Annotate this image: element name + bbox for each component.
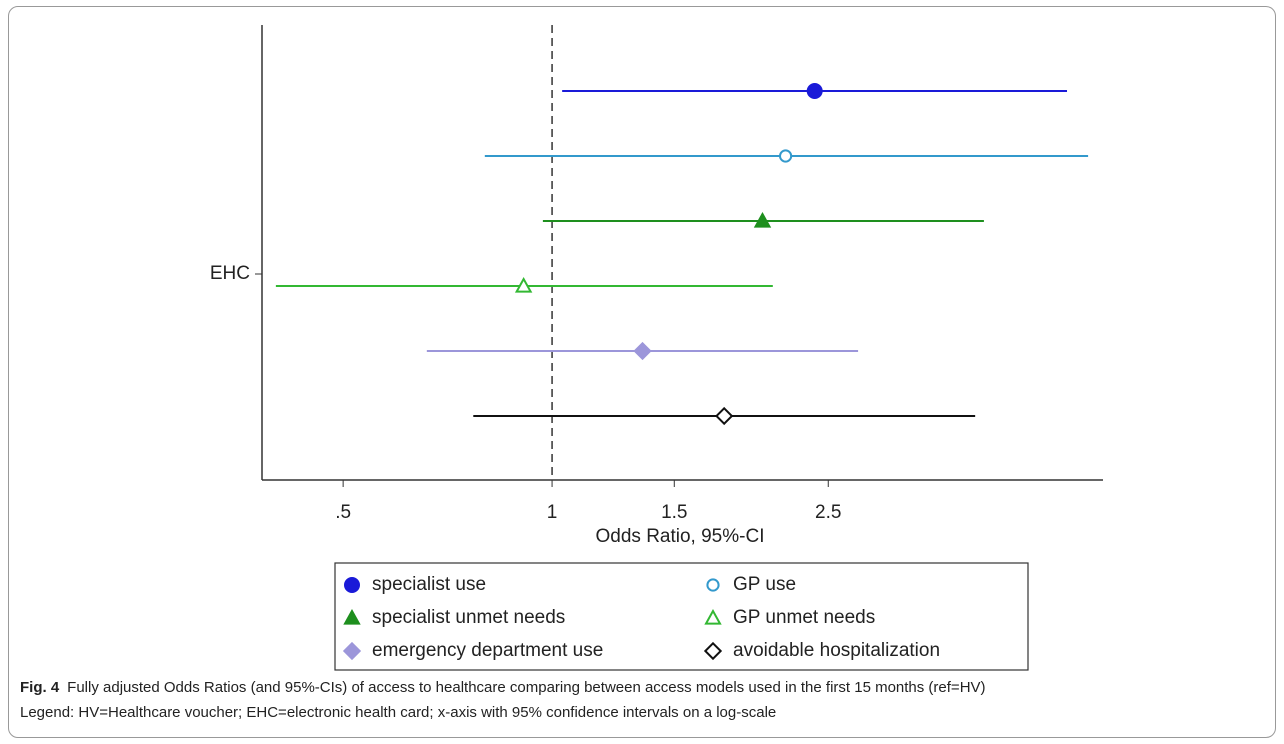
chart: Odds Ratio, 95%-CI .5 1 1.5 2.5 EHC specialis…	[210, 25, 1103, 671]
caption-text: Fully adjusted Odds Ratios (and 95%-CIs)…	[67, 679, 986, 696]
legend-marker	[344, 577, 360, 593]
point	[753, 211, 772, 228]
point	[806, 83, 823, 99]
x-tick-label: 2.5	[815, 502, 841, 523]
legend-marker	[704, 608, 722, 625]
y-tick-label: EHC	[210, 263, 250, 284]
x-axis-label: Odds Ratio, 95%-CI	[596, 526, 765, 547]
legend-label: specialist use	[372, 574, 486, 595]
legend-box	[334, 562, 1029, 671]
caption-note: Legend: HV=Healthcare voucher; EHC=elect…	[20, 704, 777, 721]
point	[514, 276, 533, 293]
point	[633, 341, 652, 361]
x-tick-label: 1.5	[661, 502, 687, 523]
x-tick-label: .5	[335, 502, 351, 523]
x-tick-label: 1	[547, 502, 558, 523]
legend-marker	[703, 641, 723, 661]
legend-label: emergency department use	[372, 640, 603, 661]
legend-marker	[706, 578, 720, 592]
legend-label: avoidable hospitalization	[733, 640, 940, 661]
point	[778, 149, 793, 163]
legend-label: GP unmet needs	[733, 607, 875, 628]
caption-line: Fig. 4 Fully adjusted Odds Ratios (and 95…	[20, 679, 986, 696]
legend-label: specialist unmet needs	[372, 607, 565, 628]
legend-marker	[343, 608, 361, 625]
caption-label: Fig. 4	[20, 679, 60, 696]
figure-frame	[8, 6, 1276, 738]
legend-marker	[342, 641, 362, 661]
point	[715, 406, 734, 426]
legend-label: GP use	[733, 574, 796, 595]
